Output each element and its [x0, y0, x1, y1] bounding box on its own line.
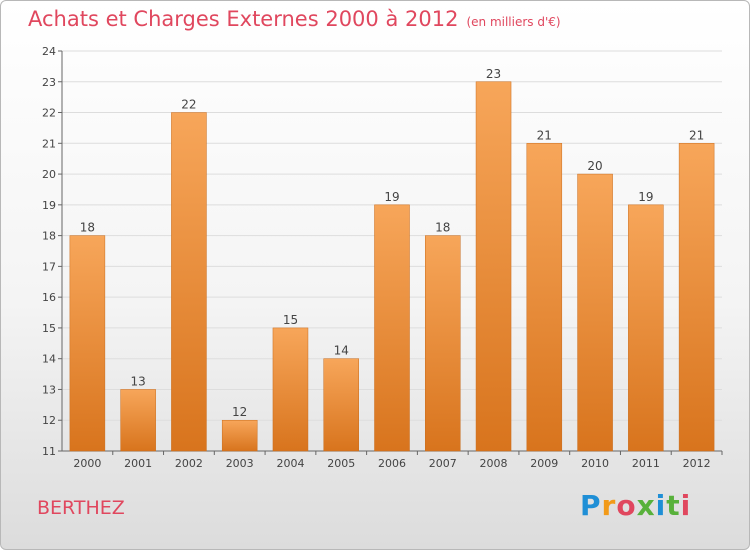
- chart-title-text: Achats et Charges Externes 2000 à 2012: [28, 7, 459, 31]
- logo-letter: t: [666, 489, 681, 522]
- y-tick-label: 20: [42, 168, 56, 181]
- logo-letter: r: [601, 489, 617, 522]
- x-tick-label: 2006: [378, 457, 406, 470]
- bar-2010: [577, 173, 613, 452]
- data-label: 18: [435, 221, 450, 235]
- logo-letter: o: [616, 489, 637, 522]
- logo-letter: P: [580, 489, 602, 522]
- y-tick-label: 22: [42, 107, 56, 120]
- axes: 11 12 13 14 15 16 17 18 19 20 21 22 23 24 2000 2001 2002…: [42, 45, 723, 470]
- data-labels: 18 13 22 12 15 14 19 18 23 21 20 19 21: [80, 67, 705, 419]
- bar-2003: [221, 419, 258, 452]
- x-tick-label: 2003: [226, 457, 254, 470]
- proxiti-logo: Proxiti: [580, 489, 691, 522]
- y-tick-label: 16: [42, 291, 56, 304]
- y-tick-label: 17: [42, 260, 56, 273]
- y-tick-label: 11: [42, 445, 56, 458]
- data-label: 19: [638, 190, 653, 204]
- data-label: 13: [131, 374, 146, 388]
- y-tick-label: 15: [42, 322, 56, 335]
- bar-2000: [69, 235, 106, 452]
- commune-name: BERTHEZ: [37, 497, 125, 519]
- x-tick-label: 2010: [581, 457, 609, 470]
- x-tick-label: 2012: [683, 457, 711, 470]
- bars: [69, 81, 715, 452]
- x-tick-label: 2001: [124, 457, 152, 470]
- logo-letter: x: [636, 489, 656, 522]
- chart-title: Achats et Charges Externes 2000 à 2012 (e…: [28, 7, 561, 31]
- bar-2011: [628, 204, 664, 452]
- bar-2012: [678, 143, 715, 452]
- logo-letter: i: [655, 489, 667, 522]
- y-tick-label: 14: [42, 353, 56, 366]
- y-tick-label: 21: [42, 137, 56, 150]
- data-label: 12: [232, 405, 247, 419]
- x-tick-label: 2008: [480, 457, 508, 470]
- data-label: 18: [80, 221, 95, 235]
- chart-subtitle: (en milliers d'€): [466, 15, 561, 29]
- data-label: 21: [689, 128, 704, 142]
- x-tick-label: 2009: [530, 457, 558, 470]
- x-tick-label: 2007: [429, 457, 457, 470]
- bar-2009: [526, 143, 563, 452]
- data-label: 23: [486, 67, 501, 81]
- x-tick-label: 2005: [327, 457, 355, 470]
- bar-2007: [425, 235, 461, 452]
- x-tick-label: 2002: [175, 457, 203, 470]
- x-tick-label: 2000: [73, 457, 101, 470]
- data-label: 20: [587, 159, 602, 173]
- y-tick-label: 19: [42, 199, 56, 212]
- data-label: 21: [537, 128, 552, 142]
- x-tick-label: 2011: [632, 457, 660, 470]
- logo-letter: i: [680, 489, 692, 522]
- y-tick-label: 12: [42, 414, 56, 427]
- data-label: 19: [384, 190, 399, 204]
- data-label: 22: [181, 98, 196, 112]
- x-tick-label: 2004: [276, 457, 304, 470]
- y-tick-label: 18: [42, 230, 56, 243]
- data-label: 15: [283, 313, 298, 327]
- y-tick-label: 13: [42, 383, 56, 396]
- bar-2006: [374, 204, 410, 452]
- y-tick-label: 23: [42, 76, 56, 89]
- bar-2004: [272, 327, 309, 452]
- data-label: 14: [334, 344, 349, 358]
- bar-2008: [475, 81, 512, 452]
- y-tick-label: 24: [42, 45, 56, 58]
- bar-2001: [120, 389, 156, 452]
- bar-2005: [323, 358, 359, 452]
- bar-2002: [171, 112, 207, 452]
